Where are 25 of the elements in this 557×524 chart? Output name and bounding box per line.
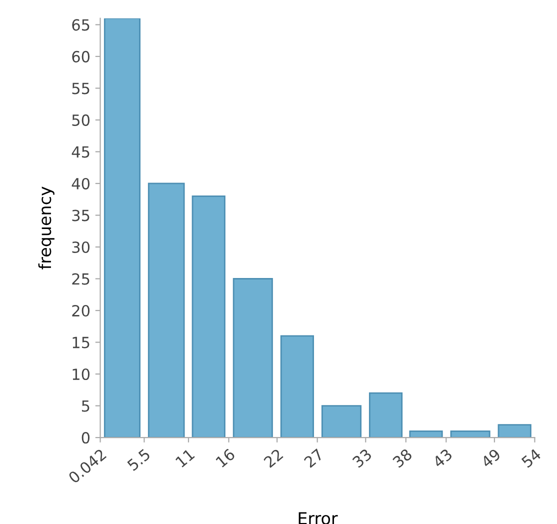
y-tick-label: 40 [72,178,90,190]
x-tick-label: 38 [392,448,413,468]
x-tick-label: 43 [432,448,453,468]
y-tick-label: 15 [72,336,90,348]
x-tick-label: 33 [352,448,372,468]
y-tick-label: 25 [72,273,90,285]
x-tick-label: 54 [521,448,542,468]
x-tick-label: 27 [303,448,324,468]
x-tick-label: 49 [480,448,502,468]
y-tick-label: 50 [72,114,90,126]
y-tick-label: 30 [72,241,90,254]
y-tick-label: 20 [72,304,90,317]
y-tick-label: 5 [82,400,90,412]
y-tick-label: 55 [72,82,90,94]
y-tick-label: 35 [72,210,90,222]
y-axis-title: frequency [38,186,54,270]
x-tick-label: 16 [215,448,236,468]
x-tick-label: 11 [175,448,195,468]
y-tick-label: 65 [72,19,90,31]
x-tick-label: 5.5 [126,448,151,472]
y-tick-label: 0 [82,432,90,444]
y-tick-label: 10 [72,368,90,380]
y-tick-label: 45 [72,146,90,158]
y-tick-label: 60 [72,50,90,62]
x-tick-label: 22 [263,448,284,468]
